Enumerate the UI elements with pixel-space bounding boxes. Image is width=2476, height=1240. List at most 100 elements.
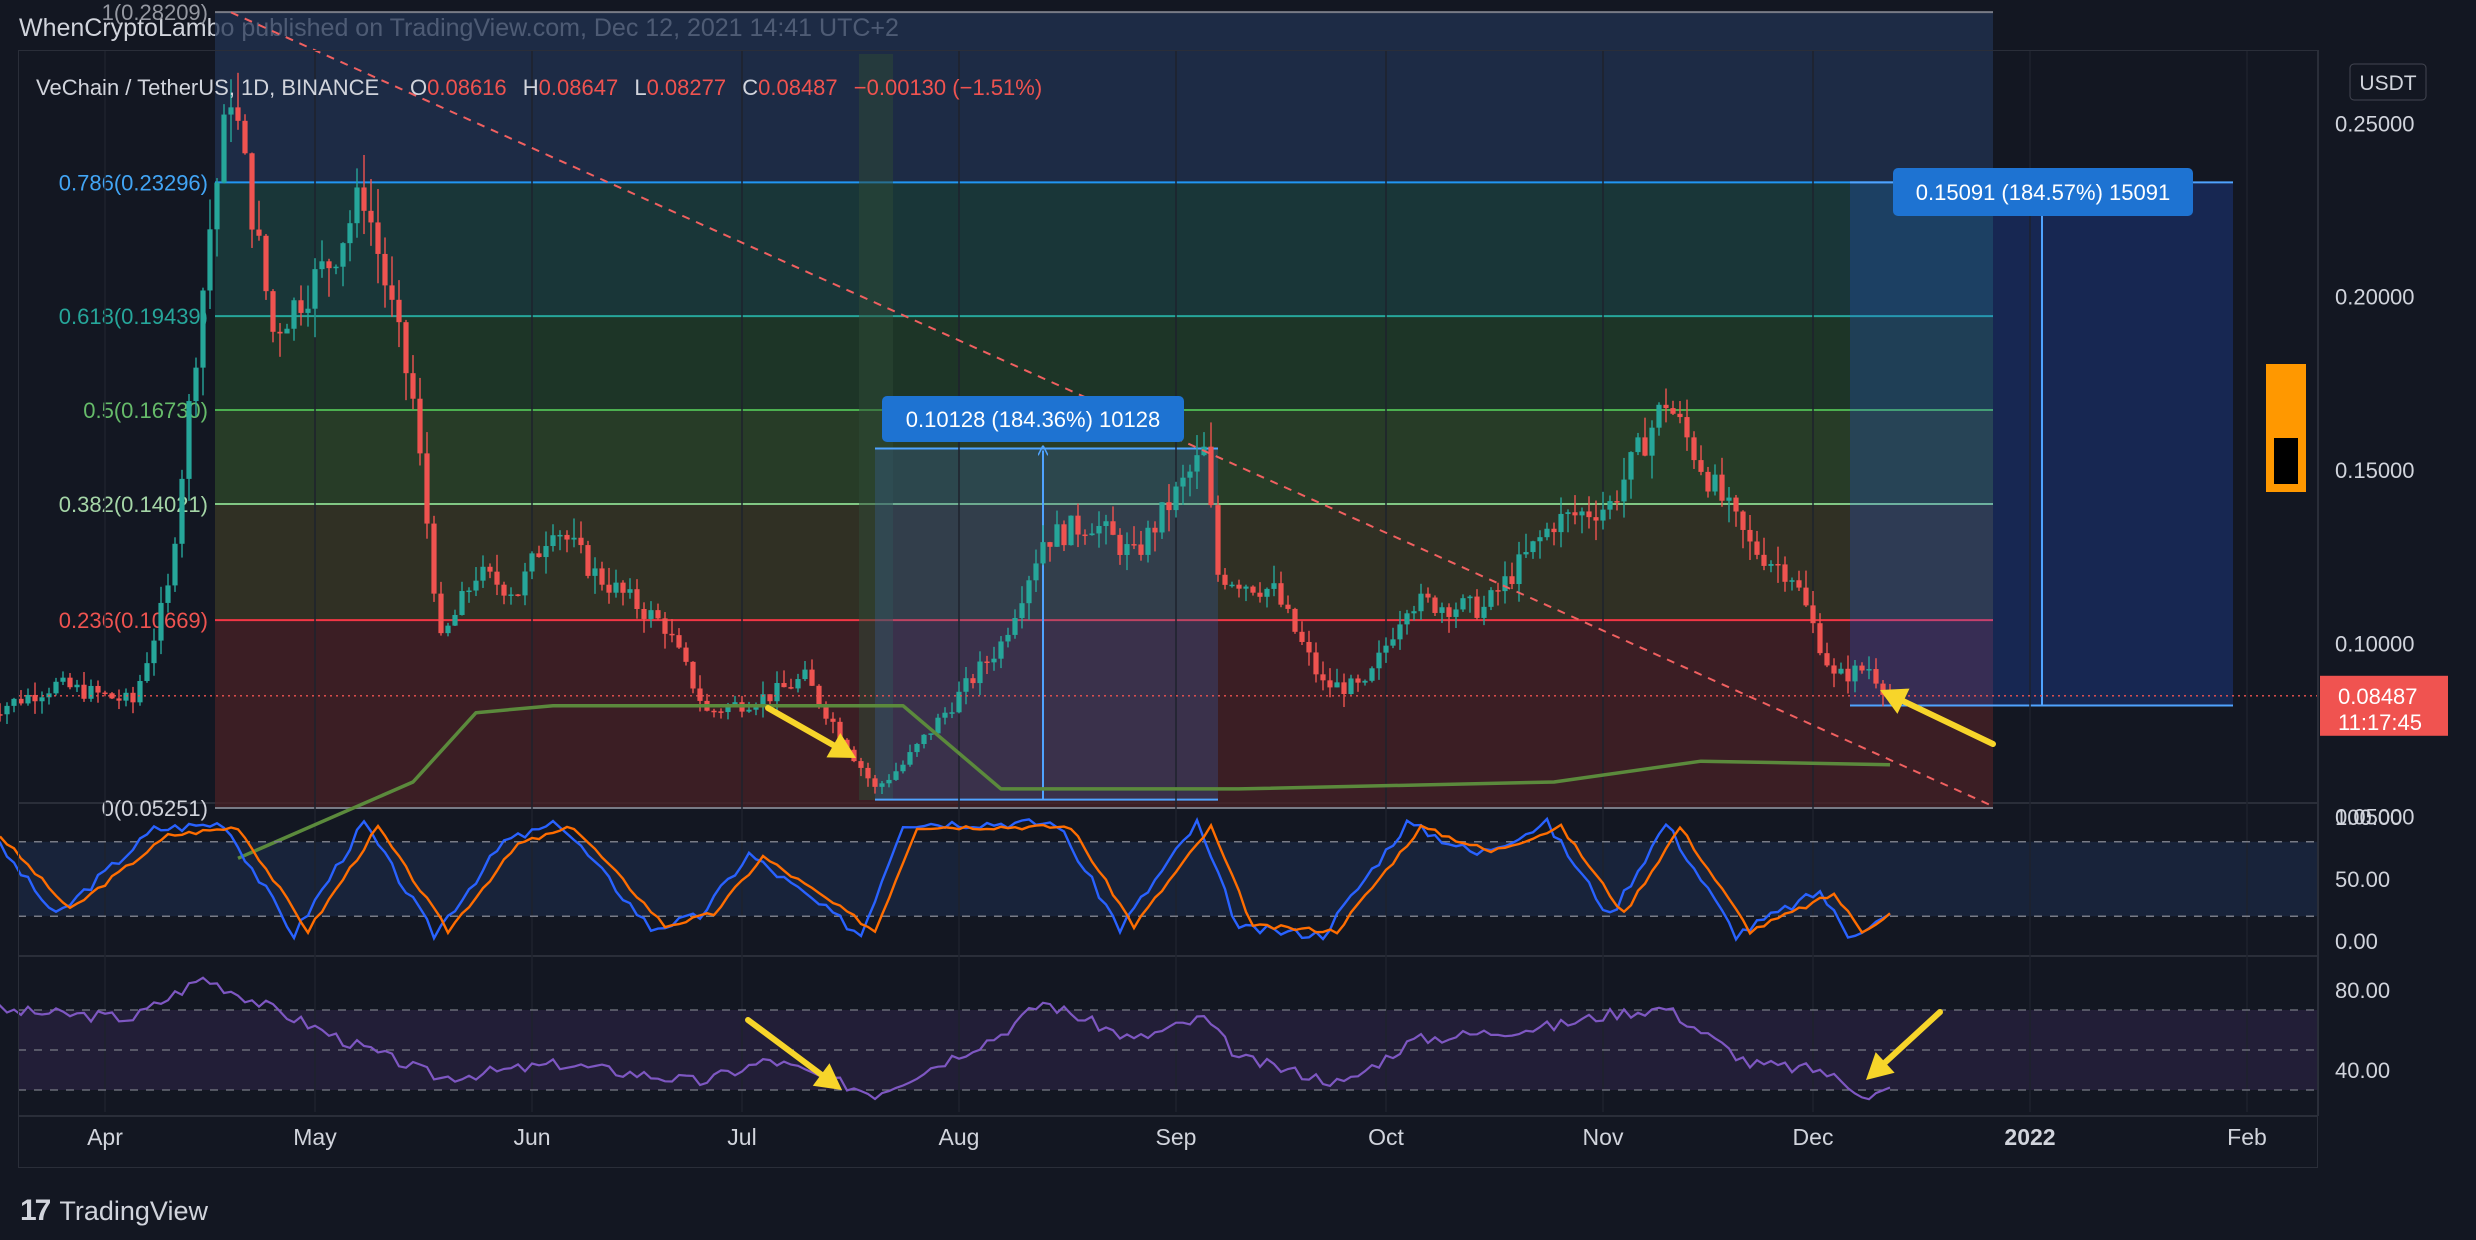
candle	[368, 210, 374, 223]
candle	[179, 478, 185, 544]
candle	[655, 610, 661, 619]
candle	[1075, 515, 1081, 535]
currency-badge-frame[interactable]	[2349, 63, 2427, 101]
candle	[1796, 580, 1802, 588]
candle	[998, 641, 1004, 659]
candle	[249, 153, 255, 230]
candle	[571, 537, 577, 540]
measure-label-1: 0.10128 (184.36%) 10128	[906, 407, 1160, 432]
candle	[1782, 564, 1788, 582]
candle	[480, 566, 486, 581]
date-axis-tick: Dec	[1793, 1124, 1834, 1150]
candle	[781, 683, 787, 688]
stoch-axis-tick: 0.00	[2335, 929, 2378, 954]
candle	[522, 571, 528, 596]
candle	[1761, 554, 1767, 566]
candle	[1264, 588, 1270, 597]
yellow-arrow-icon-shaft	[745, 1017, 825, 1078]
candle	[1124, 544, 1130, 555]
candle	[802, 669, 808, 680]
candle	[921, 734, 927, 745]
candle	[375, 222, 381, 254]
candle	[1866, 669, 1872, 671]
candle	[1642, 437, 1648, 456]
candle	[1509, 576, 1515, 585]
candle	[1691, 437, 1697, 461]
candle	[774, 683, 780, 702]
measure-label-2-bg	[1893, 168, 2193, 216]
candle	[1229, 584, 1235, 587]
candle	[487, 566, 493, 572]
candle	[263, 235, 269, 292]
candle	[1544, 528, 1550, 538]
legend-close-label: C	[742, 75, 758, 100]
candle	[1747, 529, 1753, 542]
candle	[1355, 678, 1361, 683]
orange-marker-inner	[2274, 438, 2298, 484]
candle	[452, 614, 458, 626]
candle	[200, 290, 206, 368]
legend-change: −0.00130 (−1.51%)	[854, 75, 1042, 100]
candle	[333, 266, 339, 269]
legend-high-label: H	[523, 75, 539, 100]
candle	[1033, 563, 1039, 581]
candle	[242, 120, 248, 154]
candle	[1292, 608, 1298, 632]
candle	[1278, 583, 1284, 605]
candle	[858, 761, 864, 768]
candle	[1726, 497, 1732, 501]
candle	[102, 692, 108, 695]
candle	[1621, 479, 1627, 502]
price-axis-tick: 0.10000	[2335, 631, 2415, 656]
candle	[109, 693, 115, 699]
candle	[1096, 526, 1102, 534]
candle	[144, 663, 150, 681]
candle	[1285, 604, 1291, 609]
tradingview-logo-icon: 17	[20, 1194, 51, 1227]
candle	[403, 322, 409, 374]
candle	[914, 744, 920, 753]
measure-label-1-bg	[882, 396, 1184, 442]
candle	[1299, 631, 1305, 642]
candle	[186, 401, 192, 479]
candle	[291, 300, 297, 329]
candle	[1369, 668, 1375, 681]
candle	[634, 589, 640, 609]
candle	[1082, 534, 1088, 537]
candle	[0, 714, 3, 716]
stoch-band	[18, 841, 2318, 917]
candle	[1222, 574, 1228, 585]
fib-label: 0(0.05251)	[102, 796, 208, 821]
candle	[1047, 542, 1053, 547]
candle	[1306, 641, 1312, 653]
candle	[1012, 618, 1018, 635]
yellow-arrow-icon-shaft	[1882, 1009, 1943, 1066]
candle	[1061, 524, 1067, 546]
candle	[1040, 542, 1046, 564]
candle	[1488, 590, 1494, 607]
date-axis-tick: Feb	[2227, 1124, 2267, 1150]
candle	[1831, 665, 1837, 674]
candle	[816, 685, 822, 705]
fib-zone	[215, 182, 1993, 317]
candle	[1852, 665, 1858, 682]
currency-badge[interactable]: USDT	[2359, 72, 2416, 95]
candle	[1579, 511, 1585, 516]
candle	[1250, 586, 1256, 593]
candle	[1593, 517, 1599, 521]
price-axis-tick: 0.05000	[2335, 805, 2415, 830]
candle	[1859, 665, 1865, 671]
date-axis-tick: 2022	[2004, 1124, 2055, 1150]
candle	[11, 698, 17, 706]
candle	[1817, 623, 1823, 654]
fib-zone	[215, 620, 1993, 808]
candle	[389, 285, 395, 300]
date-axis-tick: Oct	[1368, 1124, 1404, 1150]
candle	[1383, 645, 1389, 653]
stoch-k-line	[0, 816, 1891, 942]
candle	[354, 187, 360, 224]
candle	[284, 328, 290, 334]
candle	[1824, 653, 1830, 666]
candle	[536, 553, 542, 558]
